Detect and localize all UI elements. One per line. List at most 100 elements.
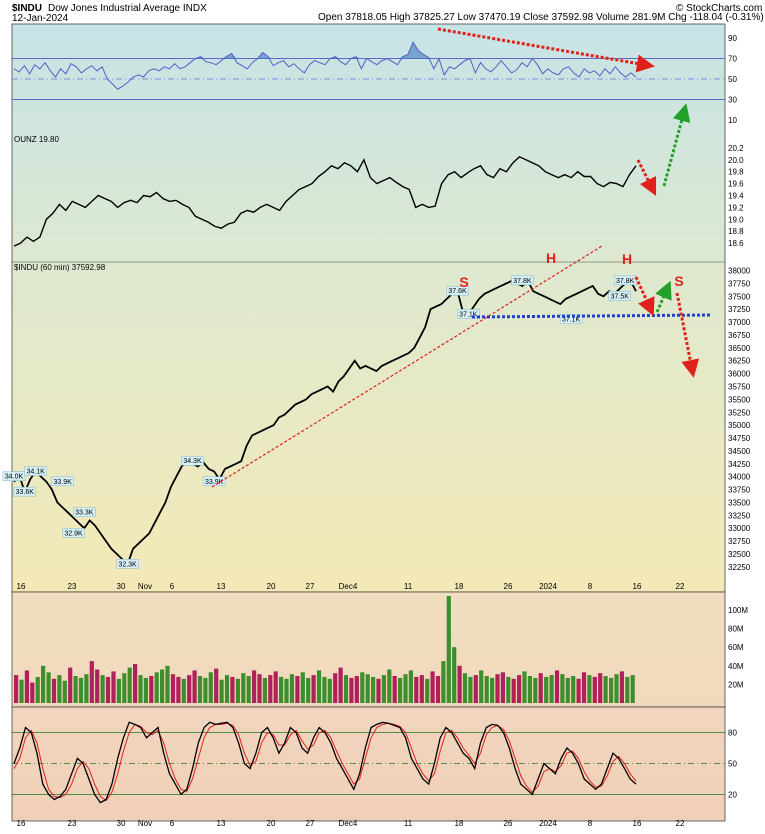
volume-bar	[435, 676, 441, 703]
stochastic-x-tick-label: 8	[588, 819, 593, 828]
volume-bar	[500, 672, 505, 703]
ounz-up-arrow	[662, 103, 691, 187]
ounz-label: OUNZ 19.80	[14, 135, 59, 144]
annotation-label: 34.1K	[26, 469, 45, 476]
stochastic-x-tick-label: 26	[504, 819, 513, 828]
volume-tick-label: 60M	[728, 643, 744, 652]
volume-bar	[268, 675, 273, 703]
volume-bar	[235, 678, 240, 703]
price-x-tick-label: Nov	[138, 582, 152, 591]
price-annotation: 33.3K	[73, 507, 96, 517]
price-tick-label: 38000	[728, 267, 751, 276]
volume-bar	[41, 665, 46, 703]
rsi-divergence-arrow	[437, 27, 655, 73]
price-tick-label: 35000	[728, 421, 751, 430]
rsi-tick-label: 30	[728, 95, 737, 104]
volume-bar	[19, 679, 24, 703]
price-layer: 34.0K 33.6K 34.1K 33.9K 33.3K 32.9K 32.3K 34.3K…	[2, 275, 637, 569]
annotation-box	[2, 471, 26, 481]
volume-bar	[192, 670, 197, 703]
head-shoulders-label: S	[674, 273, 683, 289]
volume-bar	[224, 675, 230, 703]
volume-bar	[360, 672, 365, 703]
volume-bar	[154, 672, 159, 703]
volume-bar	[230, 676, 235, 703]
volume-bar	[14, 675, 19, 703]
stochastic-tick-label: 50	[728, 760, 737, 769]
price-x-tick-label: 26	[504, 582, 513, 591]
volume-bar	[30, 682, 35, 703]
volume-bar	[484, 676, 489, 703]
rsi-line	[13, 41, 637, 90]
volume-bar	[441, 661, 446, 703]
price-x-tick-label: 13	[217, 582, 226, 591]
volume-bar	[127, 667, 132, 703]
stochastic-x-tick-label: Nov	[138, 819, 152, 828]
price-tick-label: 37250	[728, 305, 751, 314]
volume-bar	[565, 677, 570, 703]
volume-bar	[62, 680, 67, 703]
price-tick-label: 33500	[728, 498, 751, 507]
volume-bar	[425, 678, 430, 703]
ounz-tick-label: 19.8	[728, 168, 744, 177]
volume-bar	[214, 668, 219, 703]
head-shoulders-label: S	[459, 274, 468, 290]
volume-bar	[176, 676, 181, 703]
rsi-tick-label: 10	[728, 116, 737, 125]
stochastic-x-tick-label: 2024	[539, 819, 557, 828]
volume-bar	[554, 670, 560, 703]
price-annotation: 34.0K	[2, 471, 26, 481]
volume-bar	[517, 675, 522, 703]
volume-bar	[349, 677, 354, 703]
volume-bar	[95, 669, 100, 703]
stochastic-x-tick-label: 30	[117, 819, 126, 828]
volume-bar	[122, 673, 127, 703]
price-tick-label: 33750	[728, 486, 751, 495]
price-tick-label: 33250	[728, 511, 751, 520]
price-x-tick-label: Dec4	[339, 582, 358, 591]
volume-bar	[625, 676, 630, 703]
stochastic-panel	[11, 706, 726, 822]
stochastic-x-tick-label: 6	[170, 819, 175, 828]
annotation-box	[73, 507, 96, 517]
volume-bar	[338, 667, 343, 703]
stochastic-x-tick-label: 22	[676, 819, 685, 828]
annotation-label: 37.8K	[616, 278, 635, 285]
volume-layer	[14, 596, 635, 703]
price-annotation: 37.6K	[446, 285, 469, 296]
volume-bar	[208, 672, 213, 703]
volume-bar	[473, 675, 478, 703]
main-panel	[11, 23, 726, 593]
volume-bar	[257, 674, 262, 703]
uptrend-line	[211, 245, 603, 488]
volume-bar	[89, 661, 94, 703]
price-x-tick-label: 27	[306, 582, 315, 591]
annotation-label: 37.5K	[611, 293, 630, 300]
volume-bar	[506, 676, 511, 703]
volume-bar	[262, 677, 267, 703]
price-tick-label: 32750	[728, 537, 751, 546]
stochastic-tick-label: 80	[728, 729, 737, 738]
volume-bar	[311, 675, 316, 703]
ounz-tick-label: 19.0	[728, 215, 744, 224]
volume-bar	[403, 674, 408, 703]
price-x-tick-label: 18	[455, 582, 464, 591]
volume-bar	[327, 678, 332, 703]
volume-bar	[306, 677, 311, 703]
volume-bar	[446, 596, 451, 703]
annotation-label: 32.9K	[64, 530, 83, 537]
volume-bar	[538, 673, 543, 703]
volume-bar	[414, 676, 419, 703]
volume-bar	[490, 677, 495, 703]
volume-bar	[116, 678, 121, 703]
price-up-arrow	[655, 280, 672, 313]
annotation-box	[511, 275, 534, 286]
volume-bar	[138, 675, 143, 703]
volume-bar	[371, 676, 376, 703]
volume-bar	[241, 673, 246, 703]
annotation-box	[608, 291, 632, 301]
price-x-tick-label: 8	[588, 582, 593, 591]
volume-bar	[197, 676, 203, 703]
annotation-box	[181, 455, 204, 466]
